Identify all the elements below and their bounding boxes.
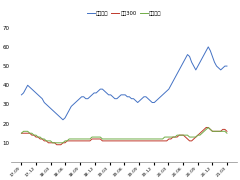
- Line: 食品饮饮: 食品饮饮: [21, 47, 227, 120]
- 食品饮饮: [70, 105, 73, 107]
- 沪淳300: [205, 126, 208, 129]
- 食品饮饮: [60, 117, 62, 119]
- Line: 上证综指: 上证综指: [21, 127, 227, 143]
- 上证综指: [144, 138, 147, 140]
- 上证综指: [61, 142, 64, 144]
- 上证综指: [219, 130, 222, 132]
- Line: 沪淳300: 沪淳300: [21, 127, 227, 145]
- 上证综指: [70, 138, 73, 140]
- 上证综指: [207, 126, 210, 129]
- 食品饮饮: [207, 46, 210, 48]
- 食品饮饮: [144, 96, 147, 98]
- 食品饮饮: [213, 61, 216, 63]
- 上证综指: [128, 138, 131, 140]
- 沪淳300: [213, 130, 216, 132]
- 沪淳300: [55, 144, 58, 146]
- 上证综指: [226, 132, 228, 134]
- 沪淳300: [219, 130, 222, 132]
- 食品饮饮: [219, 69, 222, 71]
- 沪淳300: [70, 140, 73, 142]
- 上证综指: [213, 130, 216, 132]
- 食品饮饮: [226, 65, 228, 67]
- 上证综指: [20, 132, 23, 134]
- 食品饮饮: [128, 96, 131, 98]
- 沪淳300: [61, 142, 64, 144]
- 沪淳300: [128, 140, 131, 142]
- Legend: 食品饮饮, 沪淳300, 上证综指: 食品饮饮, 沪淳300, 上证综指: [84, 9, 164, 18]
- 沪淳300: [226, 130, 228, 132]
- 上证综指: [51, 142, 54, 144]
- 沪淳300: [144, 140, 147, 142]
- 食品饮饮: [61, 119, 64, 121]
- 沪淳300: [20, 132, 23, 134]
- 食品饮饮: [20, 94, 23, 96]
